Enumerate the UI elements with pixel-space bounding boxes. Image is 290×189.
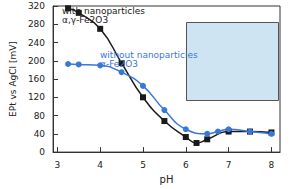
svg-text:7: 7 — [226, 160, 232, 170]
svg-text:120: 120 — [28, 92, 45, 102]
svg-text:320: 320 — [28, 1, 45, 11]
svg-text:3: 3 — [54, 160, 60, 170]
svg-text:40: 40 — [34, 129, 46, 139]
svg-text:α,γ-Fe2O3: α,γ-Fe2O3 — [62, 15, 108, 25]
svg-text:8: 8 — [269, 160, 275, 170]
svg-text:with nanoparticles: with nanoparticles — [62, 5, 145, 16]
svg-text:200: 200 — [28, 56, 45, 66]
svg-text:6: 6 — [183, 160, 189, 170]
svg-text:80: 80 — [34, 111, 46, 121]
svg-text:4: 4 — [97, 160, 103, 170]
svg-text:without nanoparticles: without nanoparticles — [100, 49, 198, 60]
svg-text:5: 5 — [140, 160, 146, 170]
svg-text:EPt vs AgCl [mV]: EPt vs AgCl [mV] — [8, 41, 18, 117]
svg-text:280: 280 — [28, 19, 45, 29]
svg-text:α-Fe2O3: α-Fe2O3 — [100, 59, 138, 69]
svg-text:pH: pH — [160, 174, 174, 185]
svg-text:160: 160 — [28, 74, 45, 84]
svg-text:240: 240 — [28, 38, 45, 48]
svg-text:0: 0 — [39, 147, 45, 157]
